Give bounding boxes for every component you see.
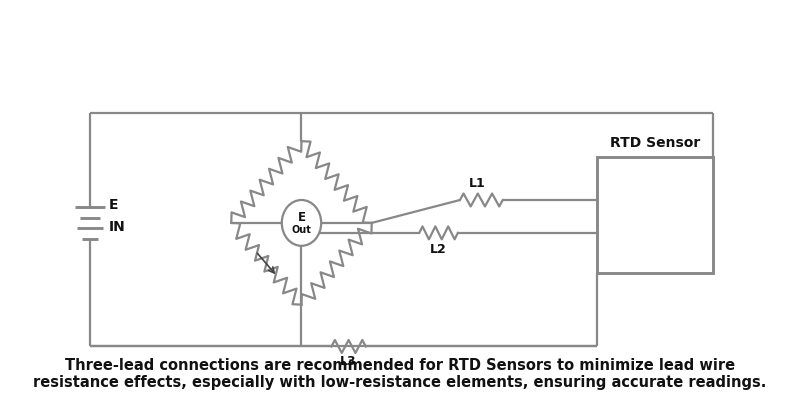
Text: IN: IN xyxy=(109,220,126,234)
Text: E: E xyxy=(109,198,118,212)
Text: Out: Out xyxy=(291,225,311,235)
Circle shape xyxy=(282,200,321,246)
Text: RTD Sensor: RTD Sensor xyxy=(610,136,700,150)
Bar xyxy=(597,157,713,273)
Text: L2: L2 xyxy=(430,243,447,256)
Text: E: E xyxy=(298,211,306,224)
Text: L1: L1 xyxy=(469,177,486,190)
Text: Three-lead connections are recommended for RTD Sensors to minimize lead wire
res: Three-lead connections are recommended f… xyxy=(34,358,766,390)
Text: L3: L3 xyxy=(340,356,357,369)
